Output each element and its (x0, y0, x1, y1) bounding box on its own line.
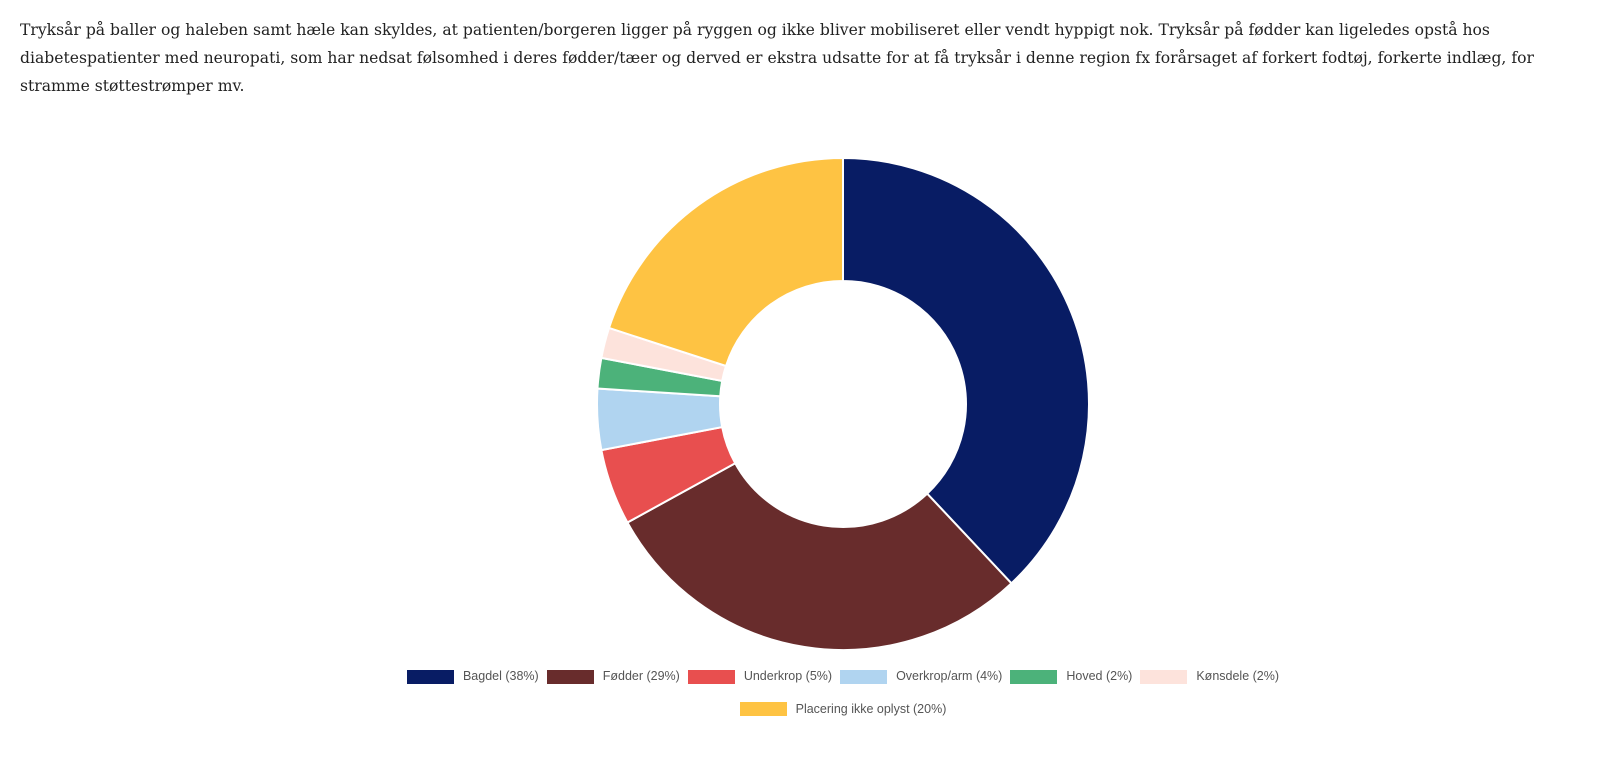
slice-6[interactable] (607, 156, 844, 368)
slice-1[interactable] (626, 461, 1013, 651)
legend-label: Underkrop (5%) (743, 669, 833, 683)
legend-swatch (1010, 669, 1058, 684)
legend-item[interactable]: Kønsdele (2%) (1140, 662, 1279, 691)
legend-swatch (406, 669, 454, 684)
legend-swatch (1140, 669, 1188, 684)
legend-swatch (546, 669, 594, 684)
legend-item[interactable]: Fødder (29%) (546, 662, 680, 691)
legend-item[interactable]: Hoved (2%) (1010, 662, 1132, 691)
legend-label: Kønsdele (2%) (1196, 669, 1280, 683)
intro-paragraph: Tryksår på baller og haleben samt hæle k… (20, 21, 1534, 95)
legend-label: Placering ikke oplyst (20%) (795, 701, 947, 716)
chart-legend: Bagdel (38%) Fødder (29%) Underkrop (5%) Ov… (300, 662, 1386, 727)
legend-item[interactable]: Underkrop (5%) (687, 662, 833, 691)
legend-swatch (840, 669, 888, 684)
legend-item[interactable]: Placering ikke oplyst (20%) (739, 695, 947, 724)
legend-label: Bagdel (38%) (462, 669, 539, 683)
slice-0[interactable] (842, 156, 1090, 585)
donut-chart (596, 156, 1090, 651)
legend-label: Fødder (29%) (602, 669, 680, 683)
legend-item[interactable]: Overkrop/arm (4%) (840, 662, 1002, 691)
legend-label: Hoved (2%) (1066, 669, 1133, 683)
legend-swatch (687, 669, 735, 684)
legend-label: Overkrop/arm (4%) (896, 669, 1003, 683)
legend-swatch (739, 702, 787, 716)
legend-item[interactable]: Bagdel (38%) (406, 662, 539, 691)
